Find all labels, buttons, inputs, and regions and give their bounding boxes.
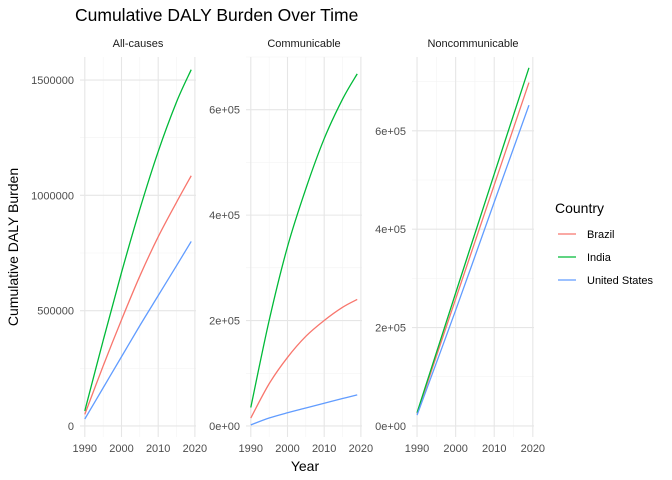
x-tick-label: 2020 [521,443,545,455]
series-line-brazil [250,298,358,419]
x-tick-label: 2010 [482,443,506,455]
y-axis-label: Cumulative DALY Burden [5,168,21,326]
series-line-united-states [416,104,530,416]
y-tick-label: 0 [68,421,74,433]
y-tick-label: 1500000 [31,75,74,87]
panel-strip-label: Noncommunicable [427,38,518,50]
x-tick-label: 2010 [146,443,170,455]
x-tick-label: 1990 [73,443,97,455]
legend: Country Brazil India United States [555,200,654,287]
legend-label: Brazil [587,229,615,241]
y-tick-label: 0e+00 [375,421,406,433]
x-tick-label: 2000 [443,443,467,455]
legend-label: India [587,252,612,264]
series-line-india [84,69,192,412]
y-tick-label: 0e+00 [209,421,240,433]
y-tick-label: 1000000 [31,190,74,202]
panel-2: Noncommunicable 1990 2000 2010 2020 0e+00 2e+0… [375,38,545,455]
series-line-brazil [84,175,192,415]
panel-1: Communicable 1990 2000 2010 2020 0e+00 2e+05 4e… [209,38,373,455]
y-tick-label: 4e+05 [209,210,240,222]
y-tick-label: 2e+05 [375,323,406,335]
panel-strip-label: All-causes [113,38,164,50]
series-line-india [416,67,530,413]
panels: All-causes 1990 2000 2010 2020 0 500000 1000000… [31,38,545,455]
x-tick-label: 1990 [405,443,429,455]
panel-0: All-causes 1990 2000 2010 2020 0 500000 1000000… [31,38,207,455]
x-tick-label: 2020 [183,443,207,455]
y-tick-label: 2e+05 [209,316,240,328]
x-tick-label: 1990 [239,443,263,455]
legend-label: United States [587,275,654,287]
x-tick-label: 2010 [312,443,336,455]
x-tick-label: 2020 [349,443,373,455]
x-tick-label: 2000 [109,443,133,455]
y-tick-label: 500000 [37,306,74,318]
legend-title: Country [555,200,604,216]
panel-strip-label: Communicable [267,38,340,50]
y-tick-label: 6e+05 [375,126,406,138]
x-axis-label: Year [291,458,320,474]
y-tick-label: 4e+05 [375,224,406,236]
series-line-united-states [84,241,192,420]
series-line-brazil [416,82,530,414]
chart-title: Cumulative DALY Burden Over Time [75,5,358,25]
series-line-united-states [250,394,358,426]
x-tick-label: 2000 [275,443,299,455]
y-tick-label: 6e+05 [209,105,240,117]
series-line-india [250,73,358,408]
